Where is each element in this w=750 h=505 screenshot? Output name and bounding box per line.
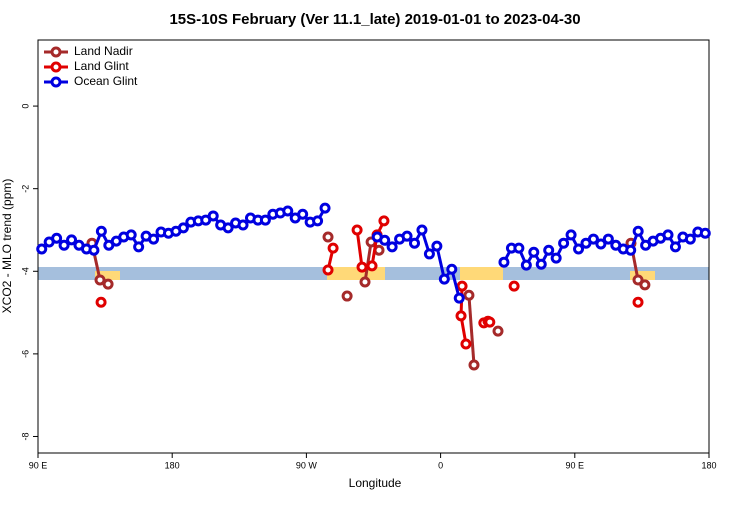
point [416, 224, 428, 236]
point [356, 261, 368, 273]
land-band [95, 271, 120, 280]
point [386, 241, 398, 253]
series-line [467, 295, 476, 366]
point [595, 238, 607, 250]
point [297, 208, 309, 220]
point [625, 244, 637, 256]
point [409, 237, 421, 249]
point [94, 274, 106, 286]
point [351, 224, 363, 236]
point [520, 259, 532, 271]
y-tick-label: -2 [20, 185, 30, 193]
point [684, 233, 696, 245]
point [446, 263, 458, 275]
x-tick-label: 180 [701, 460, 716, 470]
point [632, 274, 644, 286]
legend-label: Ocean Glint [74, 74, 138, 88]
y-axis-label: XCO2 - MLO trend (ppm) [0, 179, 14, 314]
point [341, 290, 353, 302]
point [319, 202, 331, 214]
point [498, 256, 510, 268]
point [102, 278, 114, 290]
point [423, 248, 435, 260]
x-tick-label: 90 W [296, 460, 318, 470]
point [543, 244, 555, 256]
point [95, 225, 107, 237]
point [359, 276, 371, 288]
y-tick-label: 0 [20, 104, 30, 109]
point [66, 234, 78, 246]
point [133, 241, 145, 253]
point [455, 310, 467, 322]
x-tick-label: 0 [438, 460, 443, 470]
x-tick-label: 180 [165, 460, 180, 470]
point [378, 215, 390, 227]
point [453, 292, 465, 304]
point [508, 280, 520, 292]
point [699, 227, 711, 239]
point [550, 252, 562, 264]
point [312, 215, 324, 227]
point [513, 242, 525, 254]
y-tick-label: -6 [20, 350, 30, 358]
point [632, 296, 644, 308]
point [237, 219, 249, 231]
point [322, 231, 334, 243]
point [438, 273, 450, 285]
point [322, 264, 334, 276]
point [492, 325, 504, 337]
point [207, 210, 219, 222]
point [51, 232, 63, 244]
point [573, 243, 585, 255]
land-band [630, 271, 655, 280]
point [460, 338, 472, 350]
x-tick-label: 90 E [29, 460, 48, 470]
point [259, 214, 271, 226]
point [565, 229, 577, 241]
point [662, 229, 674, 241]
land-band [460, 267, 503, 280]
point [558, 237, 570, 249]
x-tick-label: 90 E [566, 460, 585, 470]
point [36, 243, 48, 255]
point [95, 296, 107, 308]
point [632, 225, 644, 237]
point [401, 230, 413, 242]
y-tick-label: -4 [20, 267, 30, 275]
legend-label: Land Glint [74, 59, 129, 73]
point [669, 241, 681, 253]
chart-title: 15S-10S February (Ver 11.1_late) 2019-01… [169, 11, 580, 28]
legend-marker [50, 46, 62, 58]
point [484, 316, 496, 328]
point [327, 242, 339, 254]
point [587, 233, 599, 245]
point [148, 233, 160, 245]
legend-marker [50, 61, 62, 73]
point [463, 289, 475, 301]
point [535, 258, 547, 270]
point [366, 260, 378, 272]
point [639, 279, 651, 291]
point [602, 233, 614, 245]
x-axis-label: Longitude [349, 476, 402, 490]
point [431, 240, 443, 252]
legend-marker [50, 76, 62, 88]
y-tick-label: -8 [20, 432, 30, 440]
point [282, 205, 294, 217]
point [125, 229, 137, 241]
point [379, 234, 391, 246]
point [468, 359, 480, 371]
point [528, 246, 540, 258]
point [456, 280, 468, 292]
point [58, 239, 70, 251]
legend-label: Land Nadir [74, 44, 133, 58]
point [88, 244, 100, 256]
point [177, 222, 189, 234]
point [222, 222, 234, 234]
